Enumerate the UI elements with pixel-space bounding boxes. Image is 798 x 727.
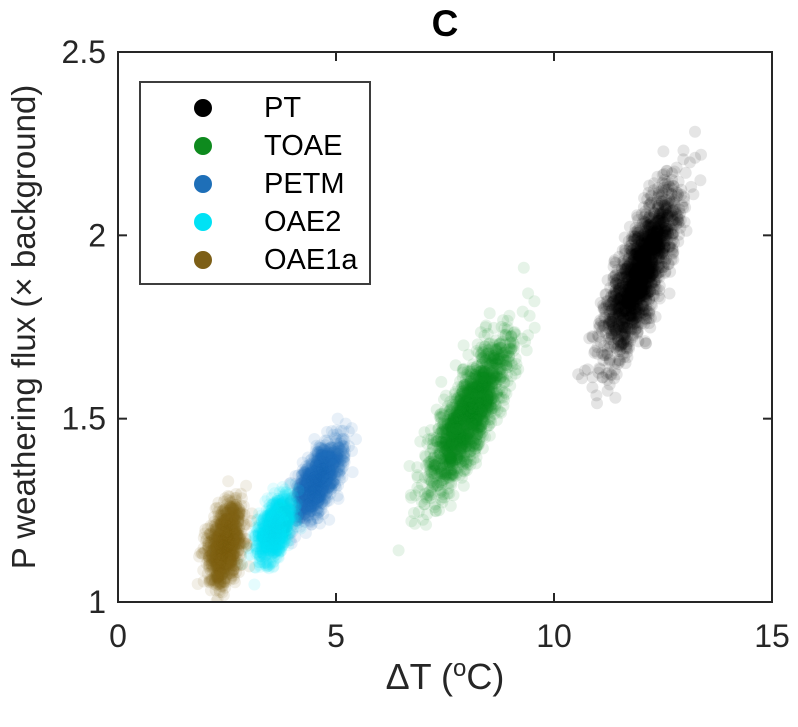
legend-item-OAE2: OAE2: [141, 203, 369, 241]
legend-item-label: OAE1a: [264, 244, 358, 276]
scatter-cloud-OAE1a: [191, 475, 258, 602]
y-tick-label-1.5: 1.5: [62, 401, 106, 437]
scatter-cloud-PETM: [272, 412, 362, 550]
y-tick-label-1: 1: [88, 584, 106, 620]
legend-marker-dot: [194, 99, 212, 117]
y-tick-label-2: 2: [88, 217, 106, 253]
legend-item-label: PT: [264, 92, 302, 124]
axes-box: [117, 51, 773, 603]
legend-item-TOAE: TOAE: [141, 127, 369, 165]
y-axis-label: P weathering flux (× background): [5, 85, 43, 570]
legend-item-PETM: PETM: [141, 165, 369, 203]
x-tick-label-15: 15: [754, 618, 790, 654]
x-axis-label: ΔT (oC): [118, 654, 772, 698]
legend-item-PT: PT: [141, 89, 369, 127]
y-tick-label-2.5: 2.5: [62, 34, 106, 70]
x-axis-label-suffix: C): [466, 656, 505, 697]
tick-marks: [117, 51, 773, 603]
legend-marker-dot: [194, 251, 212, 269]
y-axis-label-text: P weathering flux (× background): [5, 84, 42, 570]
legend-item-label: OAE2: [264, 206, 342, 238]
legend-item-label: TOAE: [264, 130, 343, 162]
legend-item-OAE1a: OAE1a: [141, 241, 369, 279]
x-axis-label-prefix: ΔT (: [385, 656, 454, 697]
scatter-cloud-OAE2: [236, 478, 307, 591]
legend-item-label: PETM: [264, 168, 345, 200]
legend: PT TOAE PETM OAE2 OAE1a: [139, 81, 371, 285]
scatter-cloud-PT: [572, 125, 707, 410]
x-tick-label-0: 0: [109, 618, 127, 654]
scatter-cloud-TOAE: [392, 261, 541, 557]
legend-marker-dot: [194, 137, 212, 155]
chart-title: C: [431, 3, 459, 44]
legend-marker-dot: [194, 213, 212, 231]
legend-marker-dot: [194, 175, 212, 193]
x-tick-label-5: 5: [327, 618, 345, 654]
x-tick-label-10: 10: [536, 618, 572, 654]
degree-superscript: o: [453, 654, 467, 682]
